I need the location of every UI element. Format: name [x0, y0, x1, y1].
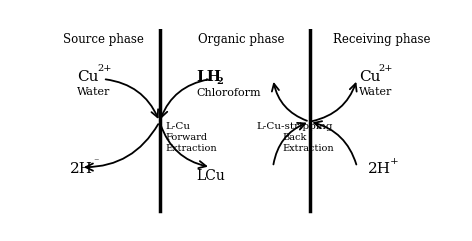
Text: LCu: LCu — [196, 168, 225, 182]
Text: L-Cu: L-Cu — [165, 122, 190, 131]
Text: Cu: Cu — [77, 70, 99, 84]
Text: Extraction: Extraction — [165, 144, 217, 153]
Text: +: + — [390, 157, 399, 166]
Text: ⁻: ⁻ — [93, 157, 99, 166]
Text: LH: LH — [196, 70, 221, 84]
Text: Receiving phase: Receiving phase — [333, 33, 431, 46]
Text: Source phase: Source phase — [63, 33, 143, 46]
Text: Organic phase: Organic phase — [198, 33, 285, 46]
Text: 2: 2 — [216, 77, 223, 86]
Text: 2+: 2+ — [378, 64, 393, 73]
Text: L-Cu-stripping: L-Cu-stripping — [257, 122, 333, 131]
Text: 2H: 2H — [368, 162, 391, 176]
Text: Water: Water — [359, 87, 392, 97]
Text: Forward: Forward — [165, 133, 207, 142]
Text: Water: Water — [77, 87, 110, 97]
Text: Back: Back — [282, 133, 306, 142]
Text: Extraction: Extraction — [282, 144, 334, 153]
Text: 2+: 2+ — [97, 64, 112, 73]
Text: Chloroform: Chloroform — [196, 88, 261, 98]
Text: Cu: Cu — [359, 70, 380, 84]
Text: 2H: 2H — [70, 162, 93, 176]
